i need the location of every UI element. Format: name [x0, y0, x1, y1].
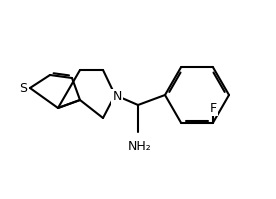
Text: S: S: [19, 82, 27, 95]
Text: N: N: [112, 91, 122, 103]
Text: F: F: [209, 102, 217, 115]
Text: NH₂: NH₂: [128, 139, 152, 152]
